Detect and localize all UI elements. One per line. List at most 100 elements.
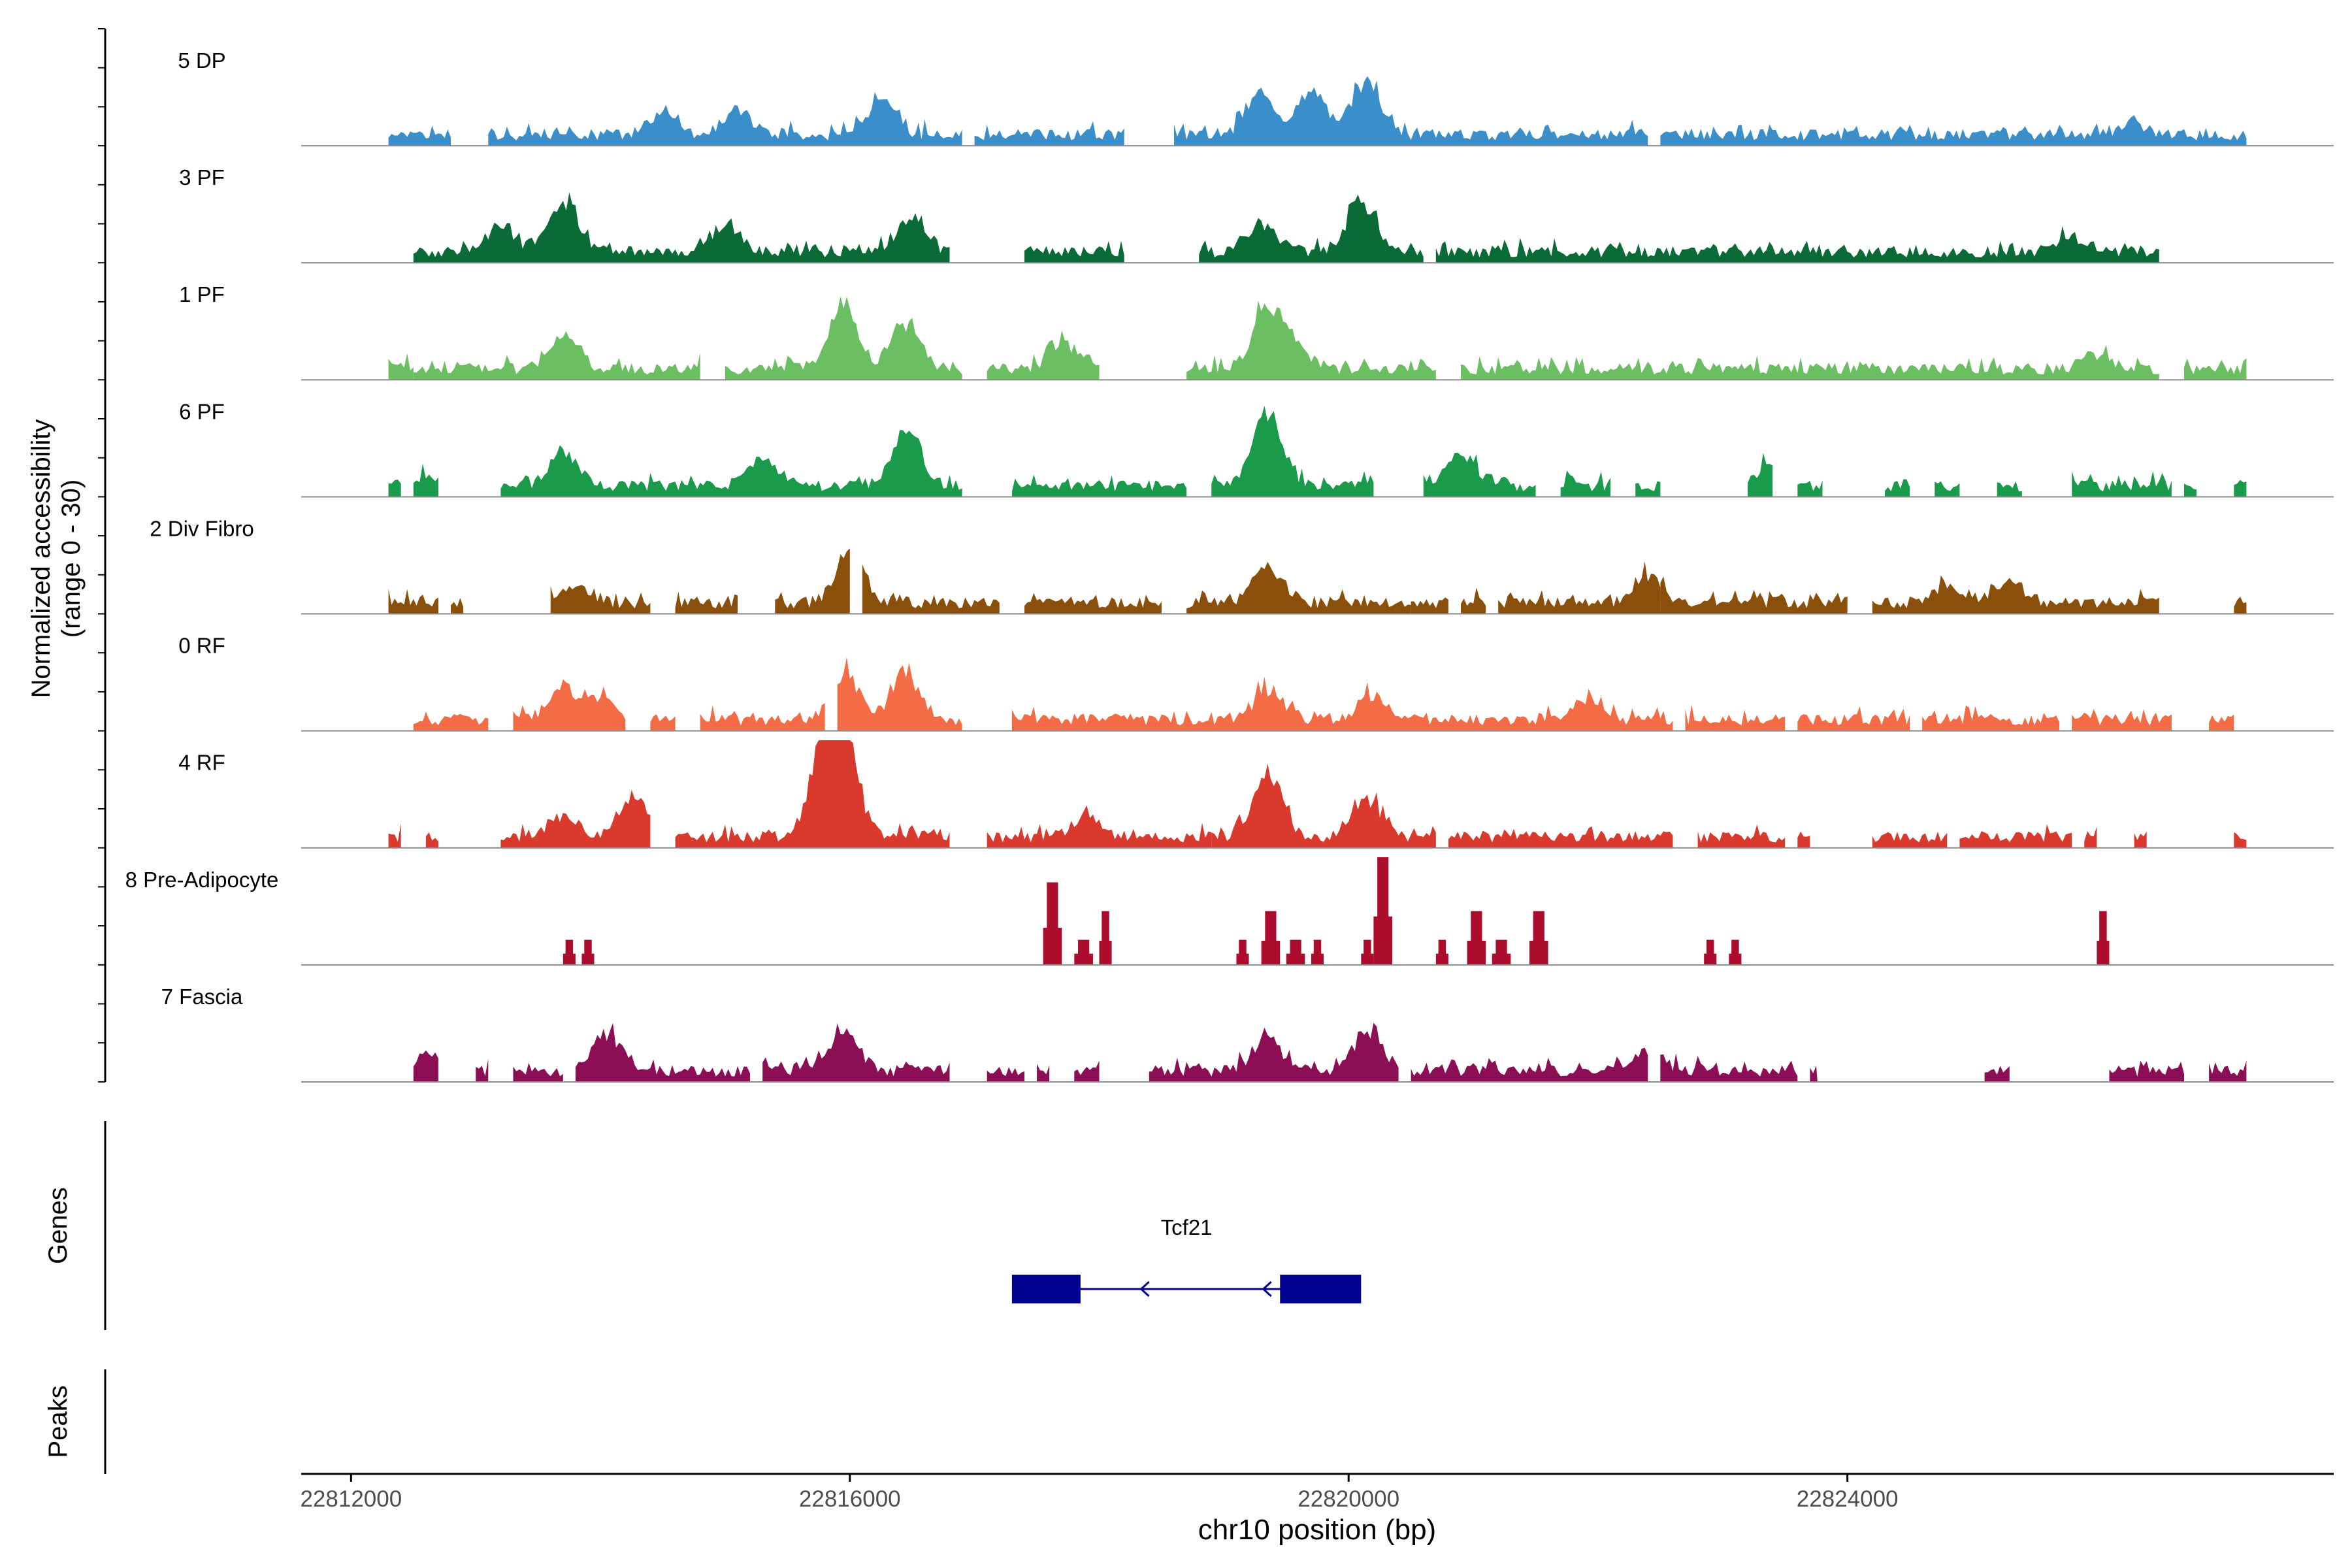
- coverage-area: [1186, 561, 1411, 614]
- coverage-block: [1373, 857, 1393, 965]
- coverage-tracks: [301, 76, 2334, 1083]
- track-3-pf: [301, 192, 2334, 264]
- coverage-area: [1922, 705, 2060, 731]
- track-4-rf: [301, 740, 2334, 849]
- coverage-block: [1435, 939, 1448, 965]
- coverage-area: [513, 1062, 563, 1082]
- coverage-block: [1261, 911, 1281, 965]
- coverage-area: [1423, 452, 1536, 497]
- coverage-area: [1884, 479, 1910, 497]
- x-tick-label: 22812000: [300, 1486, 402, 1512]
- coverage-area: [1249, 676, 1673, 731]
- coverage-area: [862, 564, 1000, 614]
- coverage-block: [581, 939, 595, 965]
- coverage-area: [1984, 1066, 2010, 1082]
- track-label: 8 Pre-Adipocyte: [125, 868, 279, 892]
- track-labels: 5 DP 3 PF 1 PF 6 PF 2 Div Fibro 0 RF 4 RF 8 Pre…: [125, 48, 279, 1009]
- gene-track: Tcf21: [1011, 1215, 1362, 1303]
- coverage-y-ticks: [98, 28, 105, 1083]
- x-tick-label: 22820000: [1298, 1486, 1399, 1512]
- coverage-area: [1411, 597, 1448, 614]
- coverage-area: [1872, 832, 1948, 848]
- coverage-area: [451, 598, 464, 614]
- y-axis-label-line2: (range 0 - 30): [57, 480, 86, 638]
- track-label: 4 RF: [178, 751, 225, 775]
- x-tick-label: 22816000: [799, 1486, 901, 1512]
- coverage-area: [1935, 481, 1960, 497]
- coverage-area: [500, 789, 651, 848]
- coverage-area: [2234, 480, 2247, 497]
- x-tick-label: 22824000: [1797, 1486, 1899, 1512]
- coverage-area: [1448, 826, 1673, 848]
- coverage-block: [1361, 939, 1374, 965]
- coverage-block: [1467, 911, 1486, 965]
- track-6-pf: [301, 405, 2334, 498]
- coverage-area: [1660, 1053, 1798, 1082]
- coverage-block: [1286, 939, 1305, 965]
- track-1-pf: [301, 296, 2334, 381]
- x-ticks: 22812000 22816000 22820000 22824000: [300, 1474, 1899, 1512]
- strand-arrow-icon: [1139, 1281, 1150, 1298]
- coverage-area: [488, 91, 962, 146]
- coverage-area: [987, 1066, 1024, 1082]
- coverage-area: [1635, 481, 1661, 497]
- coverage-area: [1011, 700, 1249, 731]
- coverage-block: [1236, 939, 1249, 965]
- strand-arrow-icon: [1262, 1281, 1272, 1298]
- coverage-area: [1024, 593, 1162, 614]
- coverage-area: [575, 1022, 751, 1082]
- coverage-area: [1959, 824, 2072, 848]
- coverage-area: [1411, 1047, 1648, 1082]
- coverage-block: [1074, 939, 1093, 965]
- coverage-area: [1872, 575, 2159, 614]
- coverage-area: [762, 1023, 950, 1082]
- coverage-area: [775, 548, 850, 614]
- coverage-area: [388, 589, 438, 614]
- track-label: 7 Fascia: [161, 985, 243, 1009]
- coverage-area: [1024, 240, 1124, 263]
- track-7-fascia: [301, 1022, 2334, 1083]
- gene-exon: [1280, 1275, 1362, 1303]
- coverage-area: [1660, 576, 1848, 614]
- coverage-area: [1435, 225, 2159, 263]
- coverage-area: [388, 353, 414, 380]
- coverage-area: [388, 823, 401, 848]
- track-label: 2 Div Fibro: [150, 516, 254, 540]
- coverage-block: [1043, 882, 1062, 965]
- gene-name-label: Tcf21: [1161, 1215, 1213, 1239]
- coverage-area: [1810, 1066, 1818, 1082]
- coverage-area: [725, 296, 962, 380]
- coverage-area: [2072, 470, 2172, 497]
- coverage-area: [1211, 405, 1374, 497]
- coverage-area: [500, 430, 962, 497]
- coverage-area: [675, 740, 950, 848]
- coverage-area: [2183, 483, 2197, 497]
- peaks-panel-label: Peaks: [44, 1385, 73, 1458]
- x-axis-label: chr10 position (bp): [1198, 1514, 1436, 1546]
- coverage-area: [2134, 831, 2147, 848]
- track-8-pre-adipocyte: [301, 857, 2334, 966]
- track-2-div-fibro: [301, 548, 2334, 615]
- coverage-area: [650, 714, 676, 731]
- coverage-area: [2084, 826, 2097, 848]
- coverage-area: [1074, 1060, 1100, 1082]
- y-axis-label-line1: Normalized accessibility: [27, 419, 56, 698]
- track-0-rf: [301, 657, 2334, 732]
- coverage-area: [2209, 1060, 2247, 1082]
- coverage-area: [987, 805, 1212, 848]
- coverage-area: [1685, 704, 1786, 731]
- coverage-area: [1697, 824, 1786, 848]
- coverage-area: [413, 192, 950, 263]
- track-5-dp: [301, 76, 2334, 147]
- coverage-block: [1311, 939, 1324, 965]
- coverage-area: [476, 1058, 489, 1082]
- coverage-block: [1492, 939, 1511, 965]
- coverage-area: [1797, 831, 1810, 848]
- coverage-area: [1997, 481, 2022, 497]
- track-label: 3 PF: [179, 165, 225, 189]
- coverage-area: [1747, 453, 1773, 497]
- coverage-area: [1211, 763, 1436, 848]
- coverage-area: [2234, 596, 2247, 614]
- coverage-area: [388, 480, 401, 497]
